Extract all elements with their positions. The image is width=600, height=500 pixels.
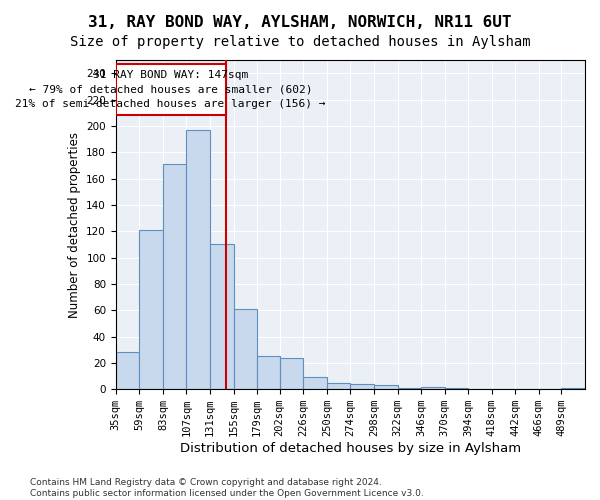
Bar [374,386,398,389]
FancyBboxPatch shape [116,64,226,116]
Text: 31 RAY BOND WAY: 147sqm
← 79% of detached houses are smaller (602)
21% of semi-d: 31 RAY BOND WAY: 147sqm ← 79% of detache… [16,70,326,110]
Bar [445,388,468,389]
Bar [257,356,280,389]
Bar [139,230,163,389]
Bar [116,352,139,389]
Bar [187,130,210,389]
Bar [327,382,350,389]
Text: Contains HM Land Registry data © Crown copyright and database right 2024.
Contai: Contains HM Land Registry data © Crown c… [30,478,424,498]
Bar [163,164,187,389]
Bar [398,388,421,389]
Bar [421,386,445,389]
Bar [210,244,233,389]
Text: Size of property relative to detached houses in Aylsham: Size of property relative to detached ho… [70,35,530,49]
Bar [350,384,374,389]
Bar [280,358,303,389]
X-axis label: Distribution of detached houses by size in Aylsham: Distribution of detached houses by size … [180,442,521,455]
Bar [562,388,585,389]
Bar [303,378,327,389]
Text: 31, RAY BOND WAY, AYLSHAM, NORWICH, NR11 6UT: 31, RAY BOND WAY, AYLSHAM, NORWICH, NR11… [88,15,512,30]
Y-axis label: Number of detached properties: Number of detached properties [68,132,81,318]
Bar [233,309,257,389]
